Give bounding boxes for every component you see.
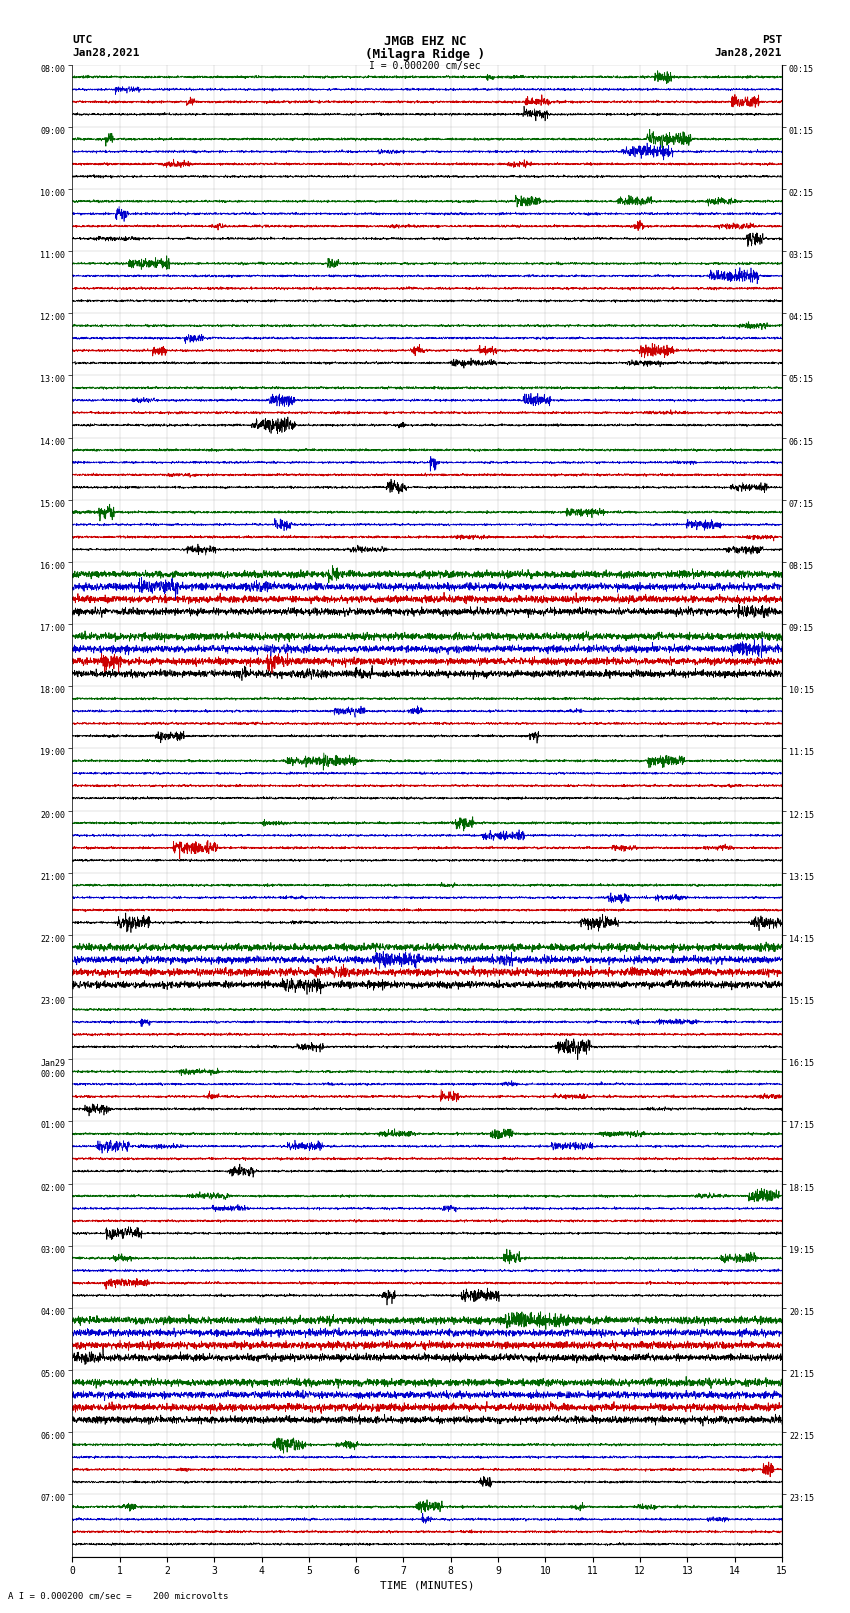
- X-axis label: TIME (MINUTES): TIME (MINUTES): [380, 1581, 474, 1590]
- Text: Jan28,2021: Jan28,2021: [72, 48, 139, 58]
- Text: PST: PST: [762, 35, 782, 45]
- Text: Jan28,2021: Jan28,2021: [715, 48, 782, 58]
- Text: UTC: UTC: [72, 35, 93, 45]
- Text: I = 0.000200 cm/sec: I = 0.000200 cm/sec: [369, 61, 481, 71]
- Text: JMGB EHZ NC: JMGB EHZ NC: [383, 35, 467, 48]
- Text: (Milagra Ridge ): (Milagra Ridge ): [365, 48, 485, 61]
- Text: A I = 0.000200 cm/sec =    200 microvolts: A I = 0.000200 cm/sec = 200 microvolts: [8, 1590, 229, 1600]
